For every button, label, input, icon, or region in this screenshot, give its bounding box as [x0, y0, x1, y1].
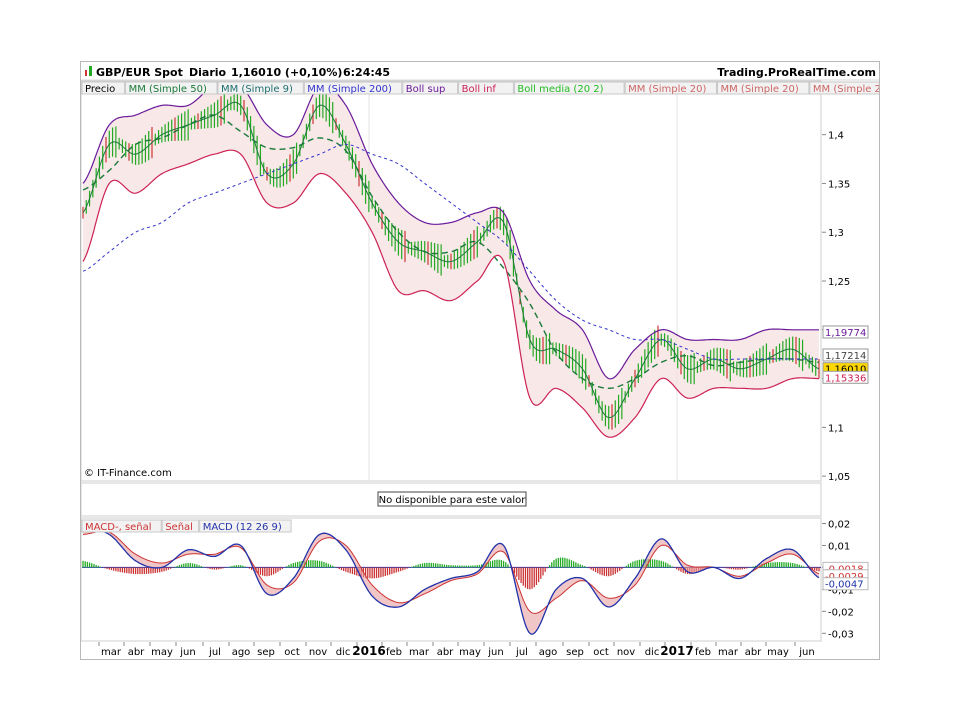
x-axis-label: mar	[101, 647, 122, 658]
legend-item-box	[81, 81, 126, 95]
x-axis-label: sep	[566, 647, 584, 658]
x-axis-label: nov	[309, 647, 327, 658]
x-axis-label: abr	[437, 647, 454, 658]
macd-tag: -0,0047	[825, 580, 864, 591]
symbol-title: GBP/EUR Spot	[96, 66, 183, 79]
price-tag-box	[822, 348, 869, 362]
price-tag-box	[822, 325, 869, 339]
chart-plot: 1,451,41,351,31,251,21,151,11,051,197741…	[81, 81, 879, 658]
price-tag: 1,17214	[825, 351, 866, 362]
price-axis-label: 1,4	[828, 131, 844, 142]
legend-item-box	[513, 81, 625, 95]
macd-legend-box	[199, 519, 292, 533]
x-axis-label: dic	[645, 647, 660, 658]
x-axis-label: oct	[593, 647, 609, 658]
price-tag: 1,19774	[825, 328, 866, 339]
x-axis-label: sep	[257, 647, 275, 658]
macd-axis-label: 0,01	[828, 541, 850, 552]
price-axis-label: 1,3	[828, 228, 844, 239]
macd-axis-label: -0,03	[828, 629, 854, 640]
candle-icon	[85, 66, 92, 76]
x-axis-label: jun	[179, 647, 195, 658]
unavailable-message: No disponible para este valor	[379, 495, 527, 506]
x-axis-label: dic	[336, 647, 351, 658]
legend-item-label: Precio	[85, 84, 115, 95]
legend-item-box	[402, 81, 459, 95]
price-line	[82, 101, 820, 419]
x-axis-label: may	[459, 647, 481, 658]
x-axis-label: feb	[386, 647, 402, 658]
legend-item-box	[458, 81, 514, 95]
price-tag: 1,16010	[825, 365, 866, 376]
macd-legend-label: Señal	[165, 522, 193, 533]
legend-item-label: Boll sup	[406, 84, 446, 95]
period-label: Diario	[189, 66, 227, 79]
legend-item-box	[809, 81, 879, 95]
x-axis-label: 2016	[352, 644, 385, 658]
legend-item-label: Boll media (20 2)	[517, 84, 603, 95]
legend-item-label: MM (Simple 50)	[129, 84, 207, 95]
macd-legend-box	[161, 519, 200, 533]
price-axis-label: 1,35	[828, 179, 850, 190]
price-axis-label: 1,05	[828, 472, 850, 483]
header: GBP/EUR Spot Diario 1,16010 (+0,10%) 6:2…	[85, 66, 876, 79]
x-axis-label: jul	[208, 647, 221, 658]
x-axis-label: ago	[232, 647, 251, 658]
x-axis-label: may	[151, 647, 173, 658]
x-axis-label: abr	[745, 647, 762, 658]
x-axis-label: ago	[539, 647, 558, 658]
x-axis-label: jun	[487, 647, 503, 658]
legend-item-box	[717, 81, 810, 95]
macd-tag-box	[822, 577, 869, 591]
x-axis-label: jul	[515, 647, 528, 658]
macd-legend-label: MACD (12 26 9)	[203, 522, 282, 533]
legend-item-label: MM (Simple 200)	[307, 84, 392, 95]
chart-frame: GBP/EUR Spot Diario 1,16010 (+0,10%) 6:2…	[80, 61, 880, 660]
clock-time: 6:24:45	[343, 66, 390, 79]
ma200-line	[82, 143, 819, 361]
x-axis-label: nov	[617, 647, 635, 658]
x-axis-label: feb	[695, 647, 711, 658]
legend-item-box	[303, 81, 403, 95]
macd-axis-label: -0,01	[828, 585, 854, 596]
legend-item-box	[217, 81, 304, 95]
legend-item-box	[125, 81, 218, 95]
price-axis-label: 1,1	[828, 423, 844, 434]
macd-axis-label: 0,02	[828, 519, 850, 530]
x-axis-label: jun	[798, 647, 814, 658]
chart-canvas: GBP/EUR Spot Diario 1,16010 (+0,10%) 6:2…	[81, 66, 879, 658]
x-axis-label: 2017	[660, 644, 693, 658]
x-axis-label: abr	[128, 647, 145, 658]
x-axis-label: mar	[409, 647, 430, 658]
unavailable-box	[377, 491, 527, 507]
macd-line	[82, 527, 820, 635]
last-price: 1,16010 (+0,10%)	[231, 66, 342, 79]
legend-item-label: Boll inf	[462, 84, 497, 95]
bollinger-lower-line	[82, 149, 819, 438]
x-axis-label: may	[767, 647, 789, 658]
x-axis-label: oct	[284, 647, 300, 658]
macd-legend-label: MACD-, señal	[85, 522, 152, 533]
macd-legend-box	[81, 519, 162, 533]
price-tag-box	[822, 370, 869, 384]
x-axis-label: mar	[718, 647, 739, 658]
macd-axis-label: -0,02	[828, 607, 854, 618]
copyright: © IT-Finance.com	[84, 468, 172, 479]
price-axis-label: 1,25	[828, 277, 850, 288]
legend-item-label: MM (Simple 20)	[813, 84, 879, 95]
legend-item-label: MM (Simple 20)	[628, 84, 706, 95]
macd-panel	[81, 517, 822, 642]
legend-item-label: MM (Simple 9)	[221, 84, 293, 95]
price-tag: 1,15336	[825, 373, 866, 384]
legend-item-box	[624, 81, 717, 95]
legend-item-label: MM (Simple 20)	[721, 84, 799, 95]
brand-label: Trading.ProRealTime.com	[717, 66, 876, 79]
